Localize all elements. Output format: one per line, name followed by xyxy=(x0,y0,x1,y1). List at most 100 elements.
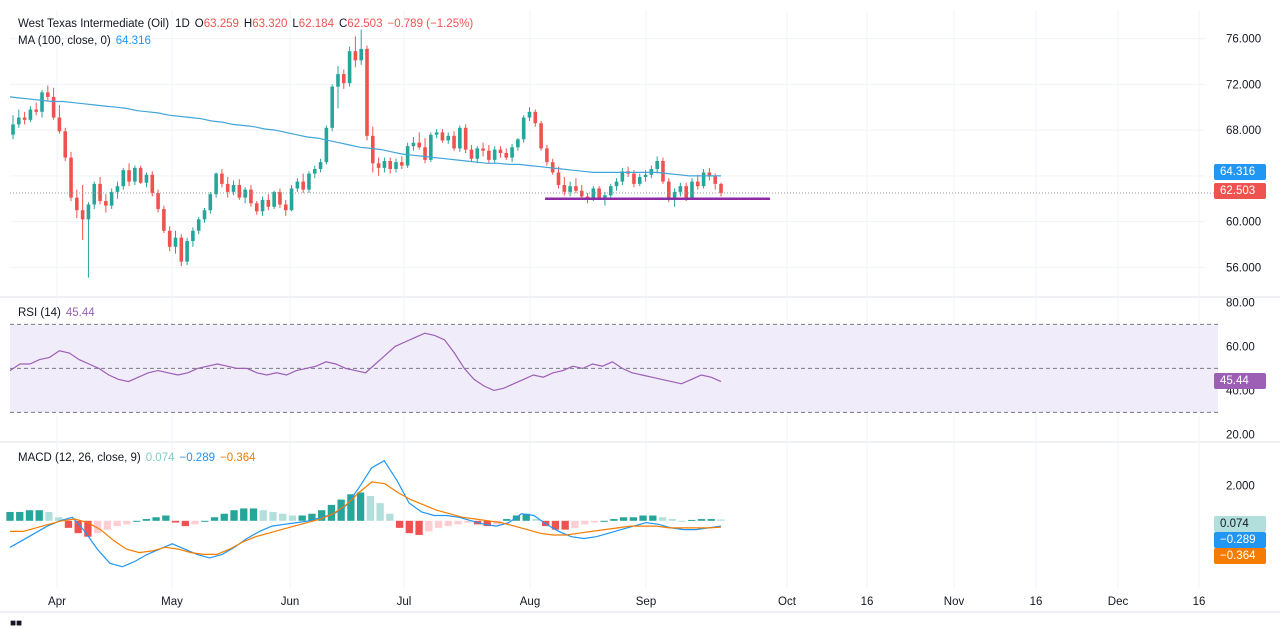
price-pane xyxy=(9,29,1218,278)
candle-down xyxy=(707,172,712,176)
macd-legend: MACD (12, 26, close, 9) 0.074 −0.289 −0.… xyxy=(18,452,256,464)
macd-histogram-bar xyxy=(707,519,715,521)
rsi-value-badge: 45.44 xyxy=(1214,373,1266,389)
macd-histogram-bar xyxy=(337,499,345,521)
candle-down xyxy=(545,148,549,163)
signal-value-badge: −0.364 xyxy=(1214,548,1266,564)
candle-down xyxy=(463,127,468,150)
ma-legend: MA (100, close, 0) 64.316 xyxy=(18,35,151,47)
candle-up xyxy=(121,170,126,187)
candle-down xyxy=(376,163,381,168)
candle-up xyxy=(92,183,97,205)
candle-down xyxy=(22,117,27,120)
candle-down xyxy=(46,92,50,97)
macd-histogram-bar xyxy=(279,513,287,521)
macd-histogram-bar xyxy=(610,519,618,521)
candle-down xyxy=(481,148,485,151)
x-tick-label: Sep xyxy=(636,596,656,608)
candle-up xyxy=(202,210,207,220)
x-tick-label: Aug xyxy=(520,596,540,608)
candle-up xyxy=(109,191,114,206)
candle-down xyxy=(713,175,717,184)
rsi-legend: RSI (14) 45.44 xyxy=(18,307,95,319)
candle-down xyxy=(400,162,404,166)
candle-down xyxy=(69,157,73,198)
rsi-line xyxy=(9,332,722,392)
candle-down xyxy=(550,162,555,173)
candle-up xyxy=(527,111,532,118)
ohlc-open: O63.259 xyxy=(194,18,239,30)
macd-histogram-bar xyxy=(152,517,160,521)
candle-down xyxy=(539,123,543,149)
candle-up xyxy=(191,230,195,242)
candle-up xyxy=(568,186,572,192)
candle-up xyxy=(144,174,149,183)
candle-up xyxy=(86,204,91,220)
macd-histogram-bar xyxy=(522,513,530,521)
macd-legend-label: MACD (12, 26, close, 9) xyxy=(18,452,141,464)
candle-up xyxy=(318,162,323,170)
macd-histogram-bar xyxy=(658,517,667,521)
tradingview-logo: ■■ xyxy=(10,618,23,629)
macd-histogram-bar xyxy=(230,510,238,521)
macd-histogram-bar xyxy=(220,513,228,521)
candle-up xyxy=(701,172,706,187)
y-tick-label: 76.000 xyxy=(1226,34,1261,46)
x-tick-label: Nov xyxy=(944,596,965,608)
candle-down xyxy=(341,74,346,84)
x-tick-label: Oct xyxy=(778,596,797,608)
ma-price-badge: 64.316 xyxy=(1214,164,1266,180)
rsi-legend-label: RSI (14) xyxy=(18,307,61,319)
candle-up xyxy=(405,146,410,166)
macd-legend-signal: −0.364 xyxy=(220,452,256,464)
candle-down xyxy=(225,183,230,192)
candle-up xyxy=(382,161,387,168)
candle-down xyxy=(579,190,584,197)
candle-down xyxy=(63,131,68,158)
macd-histogram-bar xyxy=(454,520,462,525)
candle-down xyxy=(417,142,422,148)
candle-down xyxy=(51,96,56,118)
macd-histogram-bar xyxy=(464,520,472,523)
candle-up xyxy=(475,148,480,159)
macd-histogram-bar xyxy=(512,515,521,521)
rsi-tick-label: 20.00 xyxy=(1226,429,1255,441)
candle-up xyxy=(330,86,334,128)
ma-100-line xyxy=(9,96,721,177)
macd-histogram-bar xyxy=(269,511,277,521)
x-tick-label: Dec xyxy=(1108,596,1129,608)
candle-up xyxy=(289,188,294,211)
macd-histogram-bar xyxy=(395,520,404,528)
macd-histogram-bar xyxy=(532,519,540,521)
ohlc-low: L62.184 xyxy=(292,18,334,30)
candle-down xyxy=(666,181,671,198)
macd-histogram-bar xyxy=(619,517,628,521)
candle-down xyxy=(684,186,688,198)
candle-up xyxy=(336,74,340,87)
macd-histogram-bar xyxy=(6,511,14,521)
candle-down xyxy=(371,135,375,164)
candle-down xyxy=(75,197,79,211)
macd-pane xyxy=(6,459,725,568)
macd-histogram-bar xyxy=(327,504,336,521)
candle-down xyxy=(34,109,39,112)
candle-up xyxy=(521,117,526,140)
x-tick-label: 16 xyxy=(861,596,874,608)
x-tick-label: Jun xyxy=(281,596,300,608)
macd-histogram-bar xyxy=(649,515,657,521)
symbol-label: West Texas Intermediate (Oil) xyxy=(18,18,170,30)
rsi-legend-value: 45.44 xyxy=(65,307,95,319)
macd-histogram-bar xyxy=(551,520,560,530)
candle-down xyxy=(167,230,172,247)
macd-histogram-bar xyxy=(376,503,384,521)
candle-up xyxy=(260,199,265,212)
macd-histogram-bar xyxy=(132,520,141,522)
price-legend: West Texas Intermediate (Oil) 1D O63.259… xyxy=(18,18,473,30)
macd-histogram-bar xyxy=(55,517,63,521)
macd-histogram-bar xyxy=(318,510,326,521)
macd-histogram-bar xyxy=(717,519,725,521)
ohlc-change: −0.789 (−1.25%) xyxy=(387,18,474,30)
candle-down xyxy=(220,173,224,184)
candle-up xyxy=(214,173,218,195)
